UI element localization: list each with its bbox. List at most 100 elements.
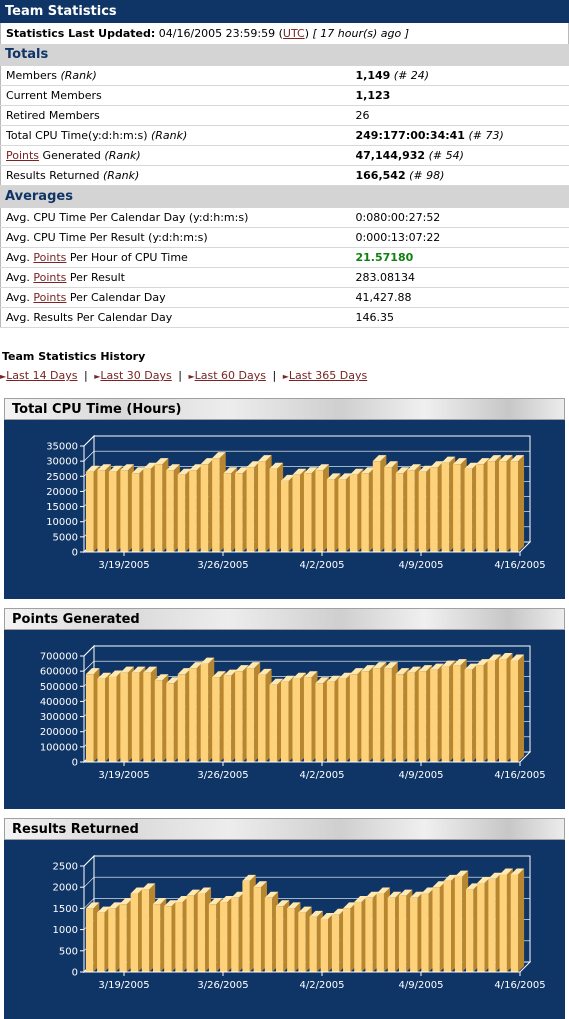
points-link[interactable]: Points [33,271,66,284]
gridline-side [84,451,94,461]
bar [265,898,272,972]
bar [407,470,415,552]
points-link[interactable]: Points [6,149,39,162]
bar [258,461,266,552]
last-updated-line: Statistics Last Updated: 04/16/2005 23:5… [0,23,569,44]
bar [120,470,128,552]
bar [442,463,450,552]
gridline-side [84,646,94,656]
bar [309,917,316,972]
bar-side [518,455,524,552]
y-tick-label: 600000 [40,667,78,678]
tz-close: ) [305,27,309,40]
stat-label: Total CPU Time(y:d:h:m:s) (Rank) [1,126,353,146]
bar [231,898,238,972]
bar [373,668,381,762]
y-tick-label: 500 [59,946,78,957]
bar [430,467,438,552]
bar [178,674,186,762]
bar [108,908,115,972]
bar [500,874,507,972]
bar [407,673,415,762]
points-link[interactable]: Points [33,291,66,304]
stat-label: Current Members [1,86,353,106]
bar [235,473,243,552]
last-updated-label: Statistics Last Updated: [6,27,155,40]
bar [432,887,439,972]
bar [187,896,194,972]
bar [442,667,450,762]
bar [384,467,392,552]
x-tick-label: 4/16/2005 [494,980,545,991]
bar [354,902,361,972]
x-tick-label: 4/2/2005 [300,980,345,991]
bar-side [518,868,524,972]
stat-label: Avg. Points Per Calendar Day [1,288,353,308]
y-tick-label: 2000 [53,883,78,894]
bar [132,473,140,552]
bar [292,679,300,762]
table-row: Members (Rank) 1,149 (# 24) [1,66,569,86]
bar [453,665,461,762]
y-tick-label: 30000 [46,457,78,468]
x-tick-label: 4/2/2005 [300,560,345,571]
stat-label: Avg. CPU Time Per Calendar Day (y:d:h:m:… [1,208,353,228]
bar [499,461,507,552]
bar [465,670,473,762]
bar [153,904,160,972]
bar [97,470,105,552]
last-14-days-link[interactable]: Last 14 Days [6,369,77,382]
y-tick-label: 100000 [40,742,78,753]
bar [510,461,518,552]
bar [143,673,151,762]
bar [511,874,518,972]
gridline-side [84,436,94,446]
bar [175,902,182,972]
bar [258,675,266,762]
bar [361,671,369,762]
bar [86,472,94,552]
last-365-days-link[interactable]: Last 365 Days [289,369,367,382]
last-60-days-link[interactable]: Last 60 Days [195,369,266,382]
bar [224,473,232,552]
y-tick-label: 300000 [40,712,78,723]
bar [476,464,484,552]
bar [453,464,461,552]
y-tick-label: 15000 [46,502,78,513]
bar [242,881,249,972]
bar [488,461,496,552]
totals-table: Members (Rank) 1,149 (# 24) Current Memb… [0,66,569,186]
bar [97,913,104,972]
bar [119,904,126,972]
bar [247,668,255,762]
bar [247,467,255,552]
utc-link[interactable]: UTC [283,27,305,40]
points-link[interactable]: Points [33,251,66,264]
bar [384,668,392,762]
chart-title: Total CPU Time (Hours) [4,398,565,420]
stat-label: Avg. Points Per Result [1,268,353,288]
bar [455,877,462,972]
history-links: ►Last 14 Days | ►Last 30 Days | ►Last 60… [0,369,367,382]
y-tick-label: 1000 [53,925,78,936]
bar [155,680,163,762]
bar [421,894,428,972]
bar [373,461,381,552]
bar [488,879,495,972]
totals-heading: Totals [0,44,569,66]
bar [315,470,323,552]
bar [198,894,205,972]
stat-value: 21.57180 [353,248,569,268]
bar [332,915,339,972]
bar [430,670,438,762]
link-separator: | [84,369,88,382]
bar [281,481,289,552]
chart-title: Results Returned [4,818,565,840]
y-tick-label: 400000 [40,697,78,708]
gridline-side [84,856,94,866]
last-30-days-link[interactable]: Last 30 Days [100,369,171,382]
team-statistics-panel: Team Statistics Statistics Last Updated:… [0,0,569,328]
bar [276,906,283,972]
